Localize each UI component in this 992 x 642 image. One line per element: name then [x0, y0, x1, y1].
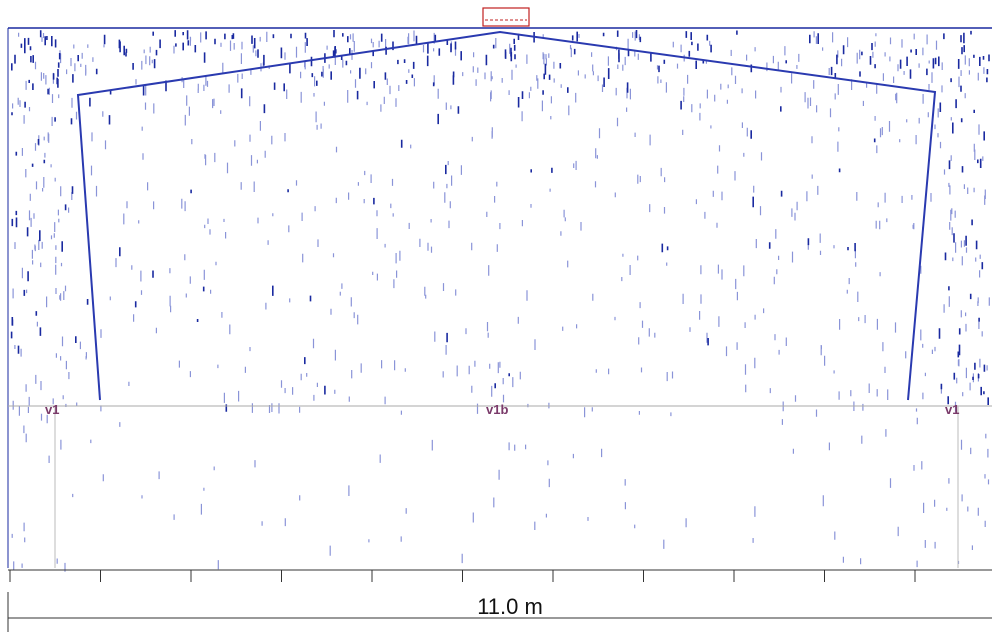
- scale-bar: [7, 569, 992, 632]
- scale-label: 11.0 m: [477, 594, 543, 619]
- stress-pattern-dark: [10, 30, 990, 412]
- node-label: v1: [45, 402, 59, 417]
- node-label: v1b: [486, 402, 508, 417]
- load-marker: [482, 7, 530, 27]
- stress-pattern-light: [11, 30, 990, 572]
- node-label: v1: [945, 402, 959, 417]
- frame: [76, 30, 937, 401]
